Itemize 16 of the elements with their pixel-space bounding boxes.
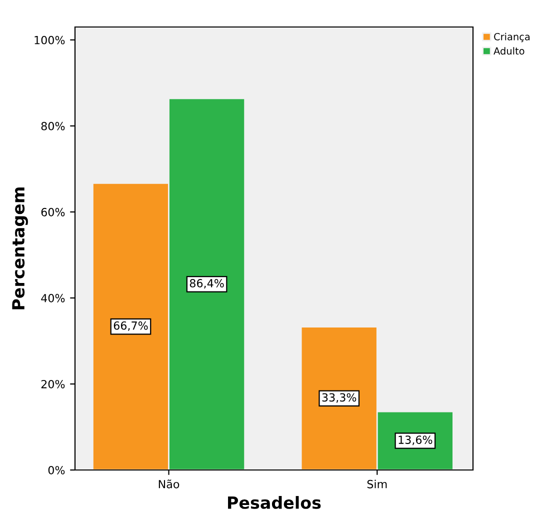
y-tick-label: 60%	[41, 208, 65, 216]
x-axis-title: Pesadelos	[228, 496, 321, 509]
y-tick-label: 100%	[34, 36, 65, 44]
data-label: 66,7%	[114, 321, 148, 331]
y-tick-label: 0%	[48, 466, 65, 474]
data-label: 33,3%	[322, 393, 356, 403]
legend-label: Adulto	[494, 47, 524, 55]
data-label: 13,6%	[398, 436, 432, 446]
data-label: 86,4%	[190, 279, 224, 289]
y-tick-label: 20%	[41, 380, 65, 388]
x-tick-label: Sim	[367, 480, 387, 488]
legend-label: Criança	[494, 32, 530, 42]
y-tick-label: 40%	[41, 294, 65, 302]
y-axis-title: Percentagem	[12, 188, 28, 310]
y-tick-label: 80%	[41, 122, 65, 130]
x-tick-label: Não	[158, 480, 180, 488]
